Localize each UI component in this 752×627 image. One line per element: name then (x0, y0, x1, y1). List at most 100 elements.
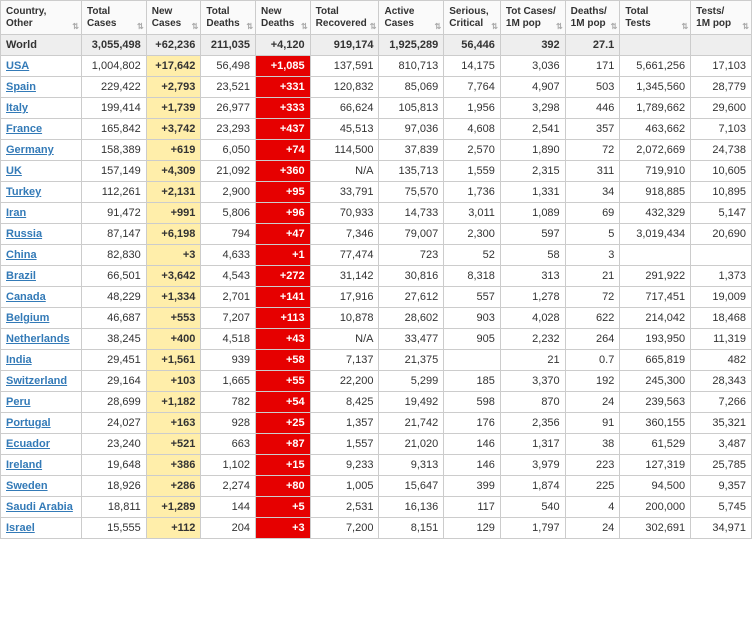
data-cell: 918,885 (620, 182, 691, 203)
country-cell: UK (1, 161, 82, 182)
data-cell: 19,648 (81, 455, 146, 476)
data-cell: 2,531 (310, 497, 379, 518)
country-link[interactable]: China (6, 249, 37, 261)
data-cell: 2,701 (201, 287, 256, 308)
sort-icon[interactable]: ⇅ (370, 23, 377, 31)
country-link[interactable]: Peru (6, 396, 30, 408)
data-cell: +25 (256, 413, 311, 434)
data-cell: 3,036 (500, 56, 565, 77)
data-cell: 72 (565, 287, 620, 308)
column-header-label: ActiveCases (384, 6, 414, 29)
sort-icon[interactable]: ⇅ (491, 23, 498, 31)
sort-icon[interactable]: ⇅ (72, 23, 79, 31)
table-row: Russia87,147+6,198794+477,34679,0072,300… (1, 224, 752, 245)
column-header[interactable]: Deaths/1M pop ⇅ (565, 1, 620, 35)
data-cell: 112,261 (81, 182, 146, 203)
data-cell: 7,764 (444, 77, 501, 98)
sort-icon[interactable]: ⇅ (137, 23, 144, 31)
data-cell: +87 (256, 434, 311, 455)
data-cell: 9,357 (691, 476, 752, 497)
country-cell: Peru (1, 392, 82, 413)
data-cell: +3,742 (146, 119, 201, 140)
column-header[interactable]: ActiveCases ⇅ (379, 1, 444, 35)
data-cell: 1,089 (500, 203, 565, 224)
data-cell: 4,543 (201, 266, 256, 287)
column-header-label: TotalRecovered (316, 6, 367, 29)
column-header[interactable]: TotalRecovered⇅ (310, 1, 379, 35)
data-cell: +1,334 (146, 287, 201, 308)
country-cell: Germany (1, 140, 82, 161)
column-header[interactable]: TotalTests⇅ (620, 1, 691, 35)
column-header[interactable]: Tests/1M pop⇅ (691, 1, 752, 35)
table-body: World3,055,498+62,236211,035+4,120919,17… (1, 35, 752, 539)
country-link[interactable]: Italy (6, 102, 28, 114)
column-header[interactable]: Serious,Critical⇅ (444, 1, 501, 35)
country-link[interactable]: Turkey (6, 186, 41, 198)
data-cell: 2,315 (500, 161, 565, 182)
country-link[interactable]: Canada (6, 291, 46, 303)
data-cell: 4,028 (500, 308, 565, 329)
data-cell: 45,513 (310, 119, 379, 140)
data-cell: +80 (256, 476, 311, 497)
data-cell: 66,501 (81, 266, 146, 287)
country-link[interactable]: Ireland (6, 459, 42, 471)
data-cell: 192 (565, 371, 620, 392)
sort-icon[interactable]: ⇅ (301, 23, 308, 31)
country-link[interactable]: USA (6, 60, 29, 72)
data-cell: 214,042 (620, 308, 691, 329)
sort-icon[interactable]: ⇅ (435, 23, 442, 31)
country-link[interactable]: Ecuador (6, 438, 50, 450)
data-cell: 557 (444, 287, 501, 308)
country-link[interactable]: Sweden (6, 480, 48, 492)
country-link[interactable]: Iran (6, 207, 26, 219)
data-cell: 22,200 (310, 371, 379, 392)
table-row: Canada48,229+1,3342,701+14117,91627,6125… (1, 287, 752, 308)
data-cell: +17,642 (146, 56, 201, 77)
data-cell: 1,736 (444, 182, 501, 203)
data-cell: +3,642 (146, 266, 201, 287)
data-cell: 91 (565, 413, 620, 434)
country-link[interactable]: Brazil (6, 270, 36, 282)
sort-icon[interactable]: ⇅ (742, 23, 749, 31)
sort-icon[interactable]: ⇅ (192, 23, 199, 31)
country-link[interactable]: Saudi Arabia (6, 501, 73, 513)
data-cell (691, 245, 752, 266)
country-link[interactable]: India (6, 354, 32, 366)
column-header[interactable]: NewDeaths⇅ (256, 1, 311, 35)
country-cell: Sweden (1, 476, 82, 497)
country-link[interactable]: France (6, 123, 42, 135)
data-cell: 127,319 (620, 455, 691, 476)
country-link[interactable]: Israel (6, 522, 35, 534)
table-row: India29,451+1,561939+587,13721,375210.76… (1, 350, 752, 371)
data-cell: 20,690 (691, 224, 752, 245)
column-header[interactable]: Country,Other⇅ (1, 1, 82, 35)
data-cell: 157,149 (81, 161, 146, 182)
data-cell: 6,050 (201, 140, 256, 161)
country-link[interactable]: Portugal (6, 417, 51, 429)
data-cell: 46,687 (81, 308, 146, 329)
country-link[interactable]: Russia (6, 228, 42, 240)
data-cell: 1,925,289 (379, 35, 444, 56)
table-row: Germany158,389+6196,050+74114,50037,8392… (1, 140, 752, 161)
country-link[interactable]: UK (6, 165, 22, 177)
country-link[interactable]: Germany (6, 144, 54, 156)
data-cell: 28,779 (691, 77, 752, 98)
sort-icon[interactable]: ⇅ (611, 23, 618, 31)
sort-icon[interactable]: ⇅ (556, 23, 563, 31)
data-cell: 211,035 (201, 35, 256, 56)
country-cell: India (1, 350, 82, 371)
country-link[interactable]: Belgium (6, 312, 49, 324)
country-link[interactable]: Netherlands (6, 333, 70, 345)
column-header-label: Deaths/1M pop (571, 6, 607, 29)
sort-icon[interactable]: ⇅ (246, 23, 253, 31)
data-cell: 665,819 (620, 350, 691, 371)
country-cell: Portugal (1, 413, 82, 434)
column-header[interactable]: TotalCases⇅ (81, 1, 146, 35)
column-header[interactable]: Tot Cases/1M pop⇅ (500, 1, 565, 35)
column-header[interactable]: NewCases⇅ (146, 1, 201, 35)
country-link[interactable]: Switzerland (6, 375, 67, 387)
sort-icon[interactable]: ⇅ (681, 23, 688, 31)
data-cell: 91,472 (81, 203, 146, 224)
country-link[interactable]: Spain (6, 81, 36, 93)
column-header[interactable]: TotalDeaths⇅ (201, 1, 256, 35)
